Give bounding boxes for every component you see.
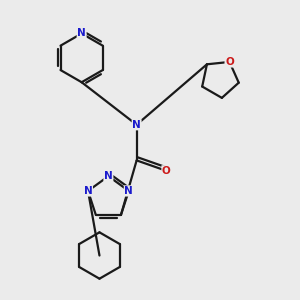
Text: N: N bbox=[124, 186, 133, 196]
Text: N: N bbox=[84, 186, 92, 196]
Text: N: N bbox=[77, 28, 86, 38]
Text: O: O bbox=[225, 57, 234, 67]
Text: O: O bbox=[162, 166, 171, 176]
Text: N: N bbox=[132, 120, 141, 130]
Text: N: N bbox=[104, 171, 113, 181]
